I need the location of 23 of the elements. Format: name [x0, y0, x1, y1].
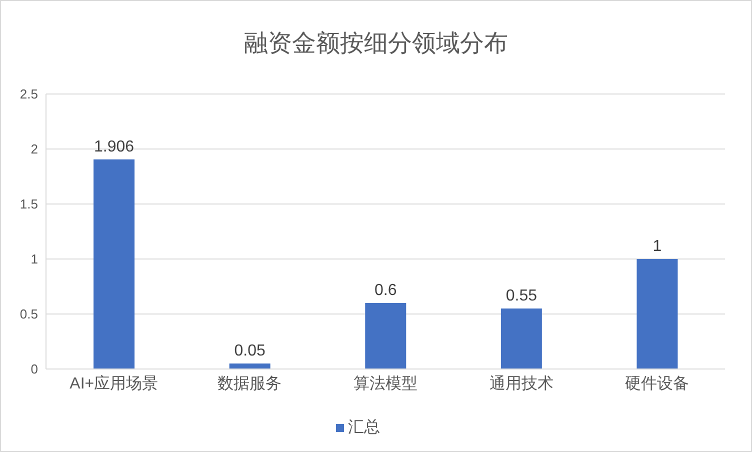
x-tick-label: 算法模型 — [354, 374, 418, 392]
data-label: 1 — [652, 238, 662, 255]
data-label: 0.05 — [234, 342, 266, 360]
y-tick-label: 1.5 — [20, 196, 38, 212]
y-tick-label: 0 — [30, 362, 38, 377]
x-tick-label: 通用技术 — [489, 374, 554, 392]
data-label: 0.55 — [506, 288, 538, 304]
y-tick-label: 0.5 — [20, 306, 38, 322]
x-tick-label: 数据服务 — [218, 375, 282, 392]
x-tick-label: AI+应用场景 — [70, 374, 158, 392]
data-label: 0.6 — [374, 282, 397, 299]
data-label: 1.906 — [94, 138, 134, 156]
bar — [500, 308, 542, 369]
x-tick-label: 硬件设备 — [625, 374, 690, 392]
y-tick-label: 1 — [30, 252, 38, 267]
bar — [636, 259, 678, 369]
bar — [229, 364, 270, 369]
chart-title: 融资金额按细分领域分布 — [243, 29, 509, 59]
bar — [94, 159, 135, 369]
bar — [365, 303, 406, 369]
y-tick-label: 2 — [30, 142, 38, 157]
legend-label: 汇总 — [348, 419, 380, 436]
y-tick-label: 2.5 — [20, 86, 38, 102]
